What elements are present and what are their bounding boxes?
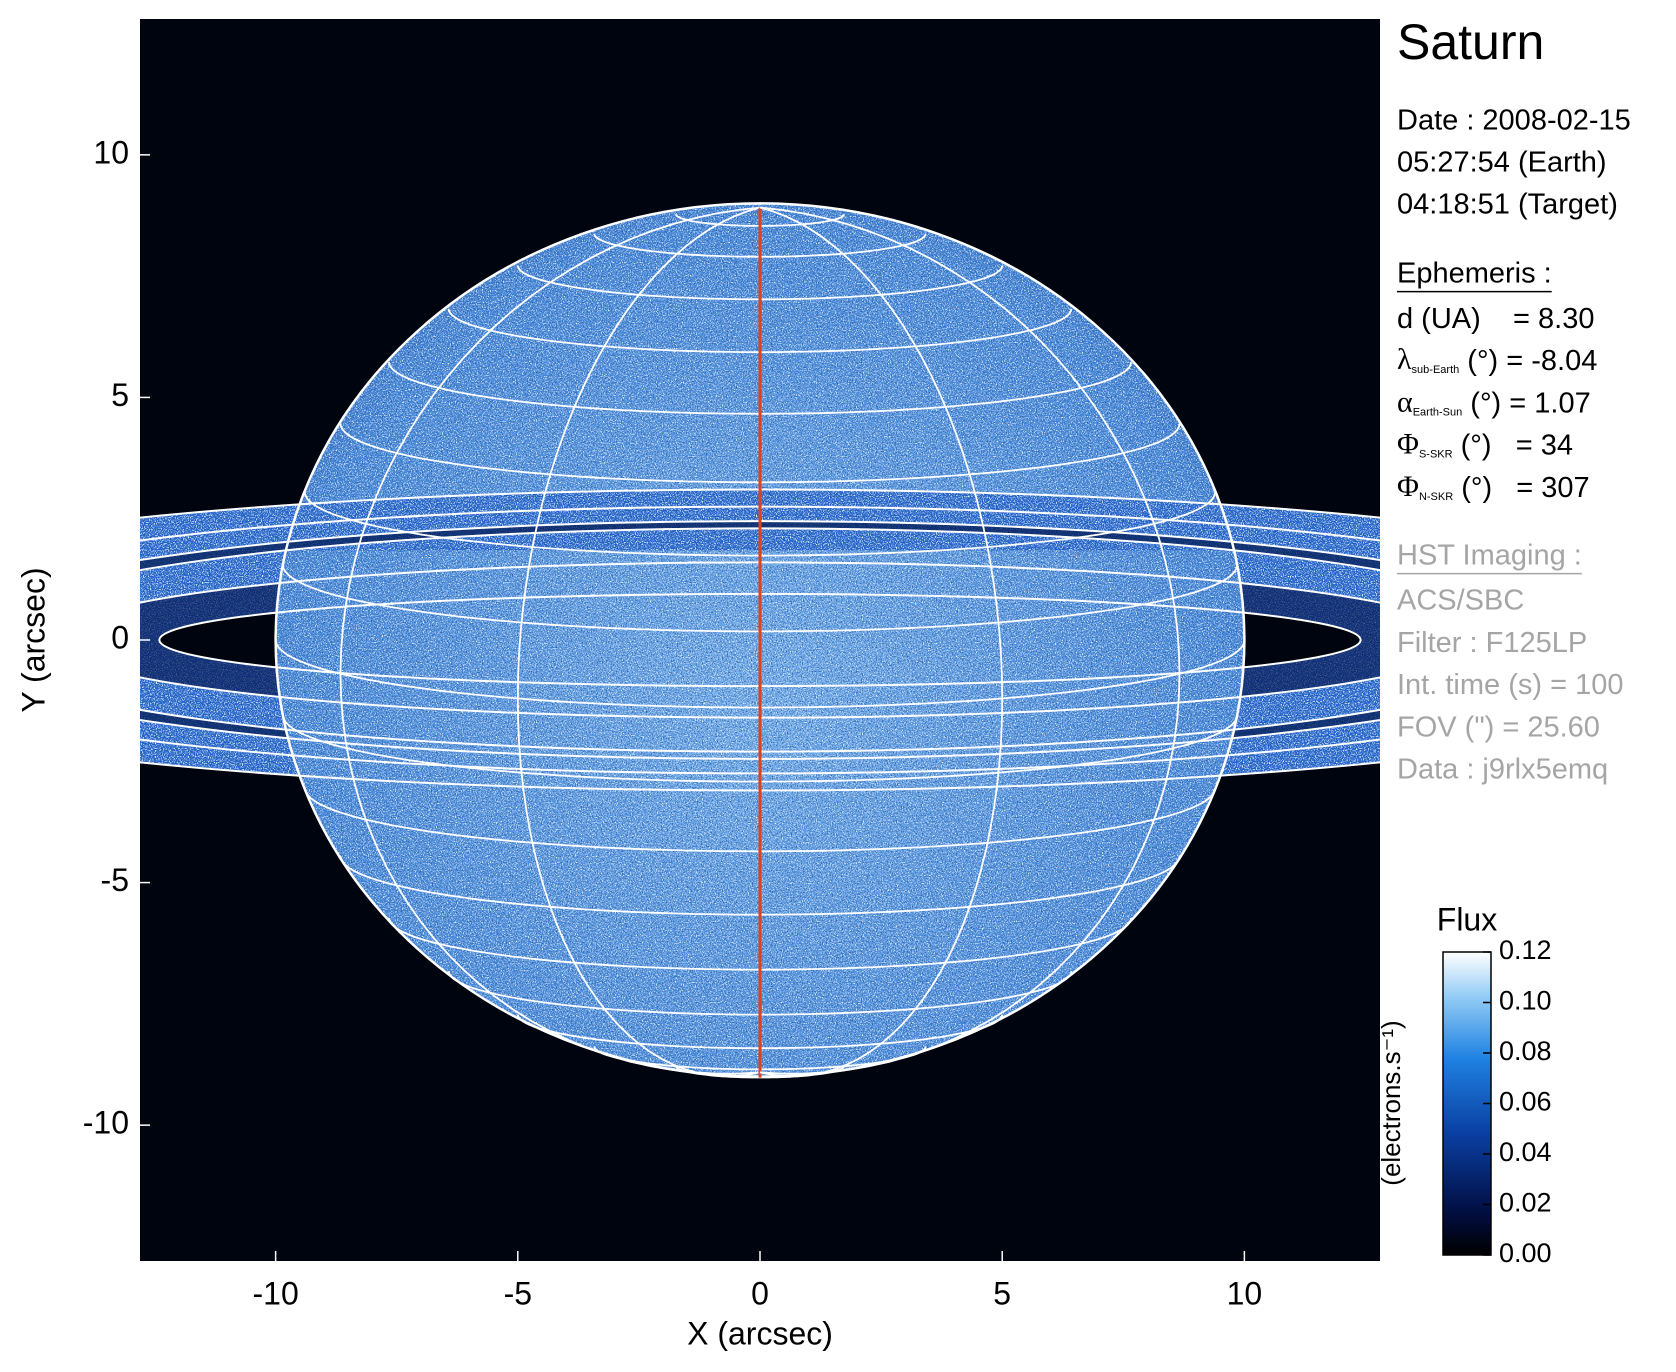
x-axis-label: X (arcsec) [687, 1315, 833, 1351]
imaging-line: FOV (") = 25.60 [1397, 711, 1600, 743]
imaging-line: Data : j9rlx5emq [1397, 753, 1608, 785]
ring-outline [140, 488, 1380, 792]
ephemeris-symbol: α [1397, 385, 1413, 418]
ring-outline [140, 520, 1380, 760]
ephemeris-subscript: sub-Earth [1412, 364, 1460, 376]
colorbar-tick-label: 0.02 [1499, 1188, 1552, 1218]
ephemeris-line: d (UA) = 8.30 [1397, 303, 1594, 335]
ephemeris-subscript: Earth-Sun [1413, 406, 1463, 418]
colorbar-tick-label: 0.06 [1499, 1087, 1552, 1117]
chart-title: Saturn [1397, 14, 1544, 70]
ephemeris-title: Ephemeris : [1397, 258, 1552, 290]
x-tick-label: -10 [253, 1275, 299, 1311]
ephemeris-value: (°) = 1.07 [1462, 387, 1590, 419]
longitude-line [759, 206, 1004, 1078]
date-line: 05:27:54 (Earth) [1397, 147, 1607, 179]
ring-outline [140, 505, 1380, 775]
ephemeris-value: (°) = 34 [1453, 429, 1573, 461]
ephemeris-symbol: d (UA) [1397, 303, 1481, 335]
date-line: 04:18:51 (Target) [1397, 189, 1618, 221]
ring-outline [140, 561, 1380, 719]
ephemeris-subscript: S-SKR [1419, 449, 1453, 461]
ephemeris-symbol: Φ [1397, 427, 1419, 460]
colorbar-tick-label: 0.12 [1499, 935, 1552, 965]
saturn-image [140, 202, 1380, 1079]
y-tick-label: -5 [101, 862, 129, 898]
imaging-line: Int. time (s) = 100 [1397, 669, 1623, 701]
colorbar-tick-label: 0.10 [1499, 986, 1552, 1016]
ephemeris-line: ΦN-SKR (°) = 307 [1397, 470, 1590, 504]
colorbar-label: (electrons.s⁻¹) [1376, 1020, 1406, 1185]
imaging-line: ACS/SBC [1397, 585, 1524, 617]
longitude-line [516, 206, 761, 1078]
ephemeris-subscript: N-SKR [1419, 491, 1453, 503]
y-axis-label: Y (arcsec) [15, 567, 51, 712]
x-tick-label: 5 [993, 1275, 1011, 1311]
ring-outline [158, 592, 1362, 688]
ephemeris-line: ΦS-SKR (°) = 34 [1397, 427, 1573, 461]
date-line: Date : 2008-02-15 [1397, 105, 1631, 137]
ephemeris-symbol: Φ [1397, 470, 1419, 503]
y-tick-label: -10 [83, 1105, 129, 1141]
ephemeris-line: αEarth-Sun (°) = 1.07 [1397, 385, 1591, 419]
ephemeris-symbol: λ [1397, 343, 1412, 376]
ephemeris-value: (°) = 307 [1453, 471, 1590, 503]
longitude-line [339, 206, 761, 1075]
colorbar-tick-label: 0.08 [1499, 1036, 1552, 1066]
ephemeris-value: = 8.30 [1481, 303, 1595, 335]
imaging-line: Filter : F125LP [1397, 627, 1587, 659]
y-tick-label: 10 [93, 134, 129, 170]
x-tick-label: 10 [1227, 1275, 1263, 1311]
ring-outline [140, 527, 1380, 753]
imaging-title: HST Imaging : [1397, 540, 1582, 572]
longitude-line [759, 206, 1181, 1075]
colorbar-tick-label: 0.04 [1499, 1137, 1552, 1167]
colorbar-tick-label: 0.00 [1499, 1238, 1552, 1268]
x-tick-label: -5 [504, 1275, 532, 1311]
colorbar-title: Flux [1437, 901, 1497, 937]
y-tick-label: 5 [111, 377, 129, 413]
x-tick-label: 0 [751, 1275, 769, 1311]
y-tick-label: 0 [111, 619, 129, 655]
ephemeris-line: λsub-Earth (°) = -8.04 [1397, 343, 1597, 377]
ephemeris-value: (°) = -8.04 [1459, 345, 1597, 377]
